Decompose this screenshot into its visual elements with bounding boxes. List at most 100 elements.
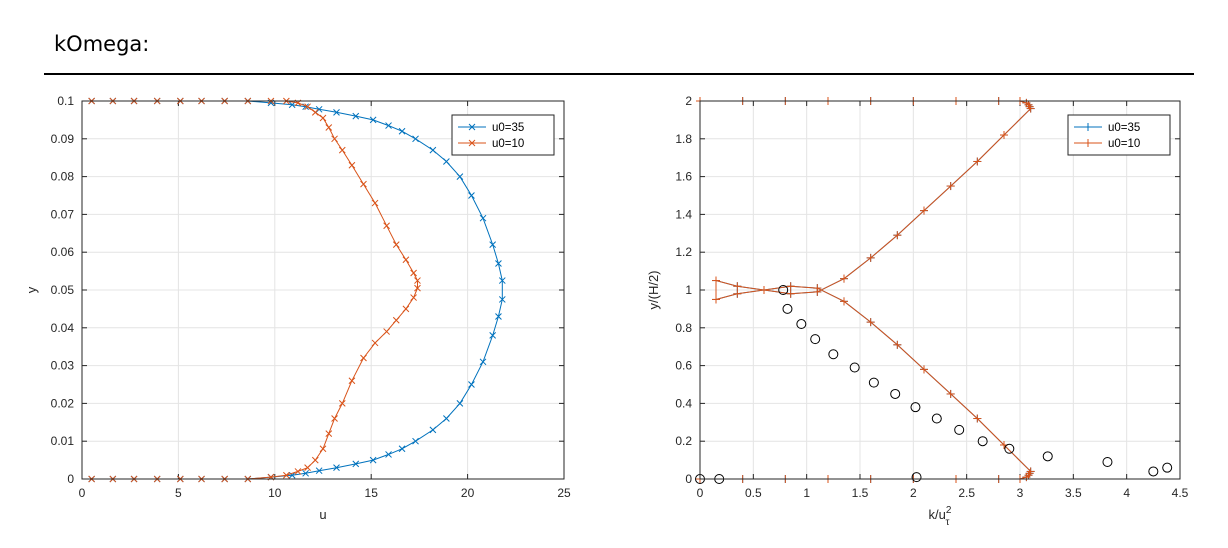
left-ytick-label-4: 0.04 bbox=[51, 321, 75, 335]
left-series-0-point-26 bbox=[498, 277, 506, 284]
left-ytick-label-0: 0 bbox=[67, 472, 74, 486]
right-legend-label-0: u0=35 bbox=[1108, 122, 1140, 134]
left-legend: u0=35 u0=10 bbox=[451, 114, 555, 156]
right-xtick-label-8: 4 bbox=[1123, 486, 1130, 500]
right-reference-point-9 bbox=[890, 388, 901, 399]
left-ytick-label-3: 0.03 bbox=[51, 359, 75, 373]
right-ytick-label-6: 1.2 bbox=[675, 245, 692, 259]
right-series-1-point-18 bbox=[866, 318, 875, 327]
left-series-0-point-40 bbox=[315, 105, 323, 113]
right-series-1-point-19 bbox=[840, 297, 848, 306]
left-series-1-point-18 bbox=[360, 354, 367, 362]
velocity-profile-chart: 0 5 10 15 20 25 0 0.01 0.02 0.03 0.04 0.05 0.06 0.07 0… bbox=[24, 94, 571, 522]
left-series-0-point-11 bbox=[315, 467, 323, 475]
left-series-0-point-38 bbox=[352, 112, 360, 120]
right-series-1-point-16 bbox=[920, 365, 928, 374]
right-series-1-point-24 bbox=[712, 295, 720, 304]
left-ytick-label-8: 0.08 bbox=[51, 170, 75, 184]
right-series-1-point-37 bbox=[1026, 104, 1035, 113]
right-series-1-point-30 bbox=[840, 274, 848, 283]
right-series-1-point-17 bbox=[893, 340, 902, 349]
right-reference-point-5 bbox=[810, 334, 821, 345]
left-series-1-point-15 bbox=[331, 415, 338, 422]
right-reference-point-6 bbox=[828, 349, 839, 360]
right-ytick-label-4: 0.8 bbox=[675, 321, 692, 335]
left-series-1-point-19 bbox=[371, 339, 379, 347]
right-xtick-label-1: 0.5 bbox=[745, 486, 762, 500]
right-y-axis-label: y/(H/2) bbox=[646, 271, 661, 310]
right-xtick-label-9: 4.5 bbox=[1172, 486, 1189, 500]
left-xtick-label-5: 25 bbox=[557, 486, 571, 500]
right-legend: u0=35 u0=10 bbox=[1067, 114, 1171, 156]
left-series-1-point-33 bbox=[338, 146, 346, 154]
left-series-1-point-17 bbox=[348, 377, 356, 385]
right-reference-point-4 bbox=[796, 319, 807, 330]
left-series-0-point-21 bbox=[468, 381, 475, 388]
left-series-1-point-23 bbox=[410, 294, 417, 301]
right-ytick-label-7: 1.4 bbox=[675, 207, 692, 221]
left-series-0-point-30 bbox=[468, 192, 475, 199]
right-ytick-label-0: 0 bbox=[685, 472, 692, 486]
left-series-1-point-12 bbox=[311, 456, 319, 464]
left-x-axis-label: u bbox=[319, 507, 326, 522]
left-xtick-label-1: 5 bbox=[175, 486, 182, 500]
right-ytick-label-5: 1 bbox=[685, 283, 692, 297]
right-xtick-label-6: 3 bbox=[1017, 486, 1024, 500]
right-ytick-label-8: 1.6 bbox=[675, 170, 692, 184]
right-series-1-point-14 bbox=[973, 414, 982, 423]
right-reference-point-11 bbox=[911, 472, 922, 483]
left-series-1-point-31 bbox=[360, 180, 367, 188]
right-series-1-point-9 bbox=[1022, 473, 1031, 482]
right-reference-point-10 bbox=[910, 402, 921, 413]
left-series-0-point-13 bbox=[352, 460, 360, 468]
left-xtick-label-4: 20 bbox=[461, 486, 475, 500]
left-series-1-point-13 bbox=[319, 445, 327, 453]
left-series-0-point-36 bbox=[385, 122, 392, 129]
left-series-0-point-27 bbox=[495, 260, 502, 267]
left-ytick-label-7: 0.07 bbox=[51, 207, 75, 221]
left-y-axis-label: y bbox=[24, 286, 39, 293]
kinetic-energy-profile-chart: 0 0.5 1 1.5 2 2.5 3 3.5 4 4.5 0 0.2 0.4 0.6 0.8 1 1.2 1.4… bbox=[646, 94, 1189, 528]
heading-divider bbox=[44, 73, 1194, 75]
left-series-0-point-32 bbox=[443, 158, 450, 165]
left-series-1-point-34 bbox=[331, 135, 338, 143]
left-series-0-point-34 bbox=[412, 135, 419, 143]
left-series-0-point-29 bbox=[479, 214, 487, 222]
section-heading: kOmega: bbox=[54, 32, 150, 56]
left-series-1-point-27 bbox=[402, 256, 410, 264]
right-series-1-point-39 bbox=[1024, 100, 1033, 109]
right-reference-point-8 bbox=[868, 377, 879, 388]
right-xtick-label-5: 2.5 bbox=[958, 486, 975, 500]
right-series-1-point-21 bbox=[786, 282, 795, 291]
right-series-1-point-27 bbox=[760, 286, 768, 294]
left-ytick-label-5: 0.05 bbox=[51, 283, 75, 297]
left-series-0-point-20 bbox=[456, 400, 464, 407]
right-ytick-label-10: 2 bbox=[685, 94, 692, 108]
left-ytick-label-1: 0.01 bbox=[51, 434, 75, 448]
right-reference-point-12 bbox=[931, 413, 942, 424]
right-reference-point-15 bbox=[1004, 443, 1015, 454]
right-ytick-label-3: 0.6 bbox=[675, 359, 692, 373]
left-xtick-label-0: 0 bbox=[79, 486, 86, 500]
right-series-1-point-11 bbox=[1025, 469, 1034, 478]
right-reference-point-16 bbox=[1042, 451, 1053, 462]
left-series-1-point-28 bbox=[392, 241, 400, 248]
left-series-0-point-35 bbox=[398, 127, 406, 135]
left-series-0-point-10 bbox=[302, 469, 310, 477]
left-series-1-point-10 bbox=[294, 468, 302, 475]
left-series-0-point-22 bbox=[479, 358, 487, 366]
right-series-1-point-10 bbox=[1024, 471, 1033, 480]
left-series-1-point-38 bbox=[304, 103, 311, 111]
right-xtick-label-0: 0 bbox=[697, 486, 704, 500]
left-series-1-point-24 bbox=[414, 284, 421, 292]
left-series-1-point-36 bbox=[319, 114, 327, 122]
left-series-0-point-14 bbox=[369, 456, 377, 464]
left-series-0-point-16 bbox=[398, 445, 406, 453]
right-series-1-point-28 bbox=[786, 289, 795, 298]
right-reference-point-3 bbox=[782, 303, 793, 314]
right-axes-box bbox=[699, 100, 1181, 480]
left-series-0-point-28 bbox=[489, 241, 497, 248]
right-reference-point-17 bbox=[1102, 456, 1113, 467]
left-series-0-point-25 bbox=[498, 296, 506, 303]
left-ytick-label-9: 0.09 bbox=[51, 132, 75, 146]
